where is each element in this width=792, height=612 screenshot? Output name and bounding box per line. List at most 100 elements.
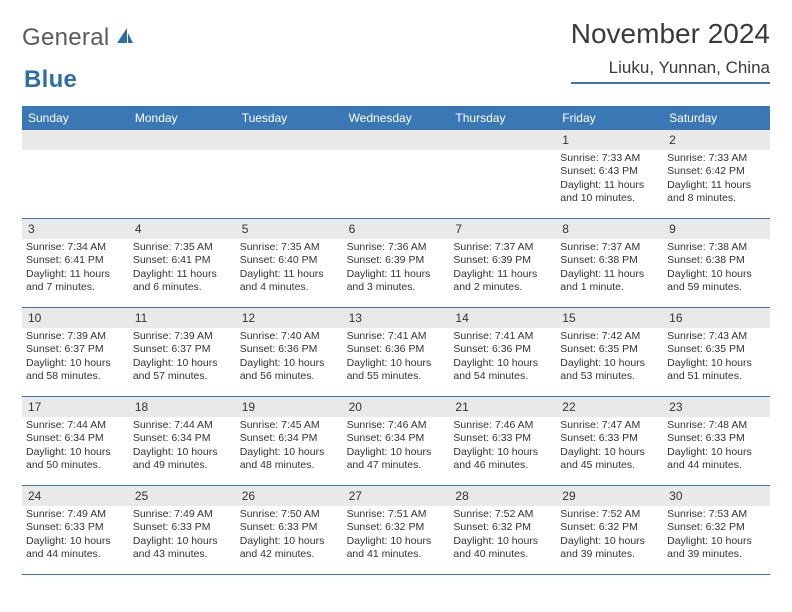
day-line: Sunset: 6:34 PM xyxy=(347,432,446,445)
day-line: Daylight: 10 hours xyxy=(667,268,766,281)
day-number: 24 xyxy=(22,486,129,506)
day-line: Daylight: 10 hours xyxy=(453,357,552,370)
day-line: Sunset: 6:32 PM xyxy=(667,521,766,534)
day-line: Daylight: 11 hours xyxy=(667,179,766,192)
day-line: Daylight: 11 hours xyxy=(240,268,339,281)
day-number: 14 xyxy=(449,308,556,328)
day-body: Sunrise: 7:39 AMSunset: 6:37 PMDaylight:… xyxy=(22,328,129,388)
day-line: Daylight: 11 hours xyxy=(560,268,659,281)
day-line: and 46 minutes. xyxy=(453,459,552,472)
day-body: Sunrise: 7:38 AMSunset: 6:38 PMDaylight:… xyxy=(663,239,770,299)
day-line: Sunrise: 7:44 AM xyxy=(26,419,125,432)
day-cell: 16Sunrise: 7:43 AMSunset: 6:35 PMDayligh… xyxy=(663,308,770,396)
day-line: Daylight: 10 hours xyxy=(240,535,339,548)
day-line: and 59 minutes. xyxy=(667,281,766,294)
day-body: Sunrise: 7:43 AMSunset: 6:35 PMDaylight:… xyxy=(663,328,770,388)
day-line: and 55 minutes. xyxy=(347,370,446,383)
day-line: Daylight: 10 hours xyxy=(133,446,232,459)
day-number: 13 xyxy=(343,308,450,328)
day-line: Daylight: 10 hours xyxy=(26,535,125,548)
day-line: Sunrise: 7:45 AM xyxy=(240,419,339,432)
day-line: Sunrise: 7:49 AM xyxy=(26,508,125,521)
day-line: Sunrise: 7:46 AM xyxy=(347,419,446,432)
day-number: 8 xyxy=(556,219,663,239)
weekday-header-row: Sunday Monday Tuesday Wednesday Thursday… xyxy=(22,106,770,130)
day-line: Sunrise: 7:41 AM xyxy=(453,330,552,343)
day-number-empty xyxy=(343,130,450,150)
day-line: Sunrise: 7:47 AM xyxy=(560,419,659,432)
day-number-empty xyxy=(22,130,129,150)
day-body: Sunrise: 7:44 AMSunset: 6:34 PMDaylight:… xyxy=(129,417,236,477)
day-body: Sunrise: 7:47 AMSunset: 6:33 PMDaylight:… xyxy=(556,417,663,477)
day-line: Sunset: 6:34 PM xyxy=(26,432,125,445)
day-line: Sunrise: 7:43 AM xyxy=(667,330,766,343)
day-line: and 45 minutes. xyxy=(560,459,659,472)
day-body: Sunrise: 7:37 AMSunset: 6:39 PMDaylight:… xyxy=(449,239,556,299)
day-number: 11 xyxy=(129,308,236,328)
day-cell: 12Sunrise: 7:40 AMSunset: 6:36 PMDayligh… xyxy=(236,308,343,396)
day-cell xyxy=(236,130,343,218)
day-body: Sunrise: 7:45 AMSunset: 6:34 PMDaylight:… xyxy=(236,417,343,477)
day-line: Sunrise: 7:39 AM xyxy=(26,330,125,343)
calendar-bottom-rule xyxy=(22,574,770,575)
day-line: and 43 minutes. xyxy=(133,548,232,561)
day-line: Sunset: 6:32 PM xyxy=(453,521,552,534)
day-line: Sunrise: 7:50 AM xyxy=(240,508,339,521)
day-cell: 15Sunrise: 7:42 AMSunset: 6:35 PMDayligh… xyxy=(556,308,663,396)
day-line: Sunset: 6:36 PM xyxy=(453,343,552,356)
day-line: Sunset: 6:33 PM xyxy=(453,432,552,445)
day-line: Sunset: 6:37 PM xyxy=(133,343,232,356)
day-line: Sunrise: 7:46 AM xyxy=(453,419,552,432)
day-body: Sunrise: 7:46 AMSunset: 6:33 PMDaylight:… xyxy=(449,417,556,477)
day-line: Sunset: 6:33 PM xyxy=(26,521,125,534)
day-number: 1 xyxy=(556,130,663,150)
day-number: 7 xyxy=(449,219,556,239)
day-line: Sunset: 6:33 PM xyxy=(240,521,339,534)
day-number: 25 xyxy=(129,486,236,506)
day-cell: 1Sunrise: 7:33 AMSunset: 6:43 PMDaylight… xyxy=(556,130,663,218)
day-line: Sunset: 6:42 PM xyxy=(667,165,766,178)
day-line: Daylight: 10 hours xyxy=(560,446,659,459)
day-cell xyxy=(343,130,450,218)
weekday-friday: Friday xyxy=(556,106,663,130)
day-cell: 2Sunrise: 7:33 AMSunset: 6:42 PMDaylight… xyxy=(663,130,770,218)
day-line: Daylight: 10 hours xyxy=(667,357,766,370)
day-line: Daylight: 10 hours xyxy=(667,535,766,548)
day-line: and 58 minutes. xyxy=(26,370,125,383)
day-line: Sunrise: 7:37 AM xyxy=(453,241,552,254)
week-row: 10Sunrise: 7:39 AMSunset: 6:37 PMDayligh… xyxy=(22,307,770,396)
day-cell: 17Sunrise: 7:44 AMSunset: 6:34 PMDayligh… xyxy=(22,397,129,485)
day-line: and 47 minutes. xyxy=(347,459,446,472)
day-cell: 19Sunrise: 7:45 AMSunset: 6:34 PMDayligh… xyxy=(236,397,343,485)
day-line: Daylight: 10 hours xyxy=(560,535,659,548)
day-line: Daylight: 10 hours xyxy=(347,446,446,459)
day-line: Daylight: 10 hours xyxy=(133,535,232,548)
day-cell xyxy=(129,130,236,218)
day-line: and 7 minutes. xyxy=(26,281,125,294)
day-line: Sunrise: 7:34 AM xyxy=(26,241,125,254)
day-body: Sunrise: 7:39 AMSunset: 6:37 PMDaylight:… xyxy=(129,328,236,388)
day-number: 2 xyxy=(663,130,770,150)
page: General November 2024 Liuku, Yunnan, Chi… xyxy=(0,0,792,575)
day-body: Sunrise: 7:53 AMSunset: 6:32 PMDaylight:… xyxy=(663,506,770,566)
day-cell: 4Sunrise: 7:35 AMSunset: 6:41 PMDaylight… xyxy=(129,219,236,307)
day-line: and 49 minutes. xyxy=(133,459,232,472)
day-line: and 50 minutes. xyxy=(26,459,125,472)
day-line: Sunset: 6:36 PM xyxy=(240,343,339,356)
day-line: Sunrise: 7:35 AM xyxy=(240,241,339,254)
day-body: Sunrise: 7:51 AMSunset: 6:32 PMDaylight:… xyxy=(343,506,450,566)
day-cell: 13Sunrise: 7:41 AMSunset: 6:36 PMDayligh… xyxy=(343,308,450,396)
day-cell: 21Sunrise: 7:46 AMSunset: 6:33 PMDayligh… xyxy=(449,397,556,485)
day-line: Sunrise: 7:49 AM xyxy=(133,508,232,521)
day-body: Sunrise: 7:50 AMSunset: 6:33 PMDaylight:… xyxy=(236,506,343,566)
day-cell: 14 Sunrise: 7:41 AMSunset: 6:36 PMDayligh… xyxy=(449,308,556,396)
day-number: 21 xyxy=(449,397,556,417)
day-line: Daylight: 11 hours xyxy=(453,268,552,281)
day-body: Sunrise: 7:52 AMSunset: 6:32 PMDaylight:… xyxy=(556,506,663,566)
day-line: Sunset: 6:35 PM xyxy=(560,343,659,356)
day-number: 30 xyxy=(663,486,770,506)
weeks-container: 1Sunrise: 7:33 AMSunset: 6:43 PMDaylight… xyxy=(22,130,770,574)
day-line: Daylight: 10 hours xyxy=(453,535,552,548)
day-body: Sunrise: 7:35 AMSunset: 6:41 PMDaylight:… xyxy=(129,239,236,299)
day-number: 17 xyxy=(22,397,129,417)
